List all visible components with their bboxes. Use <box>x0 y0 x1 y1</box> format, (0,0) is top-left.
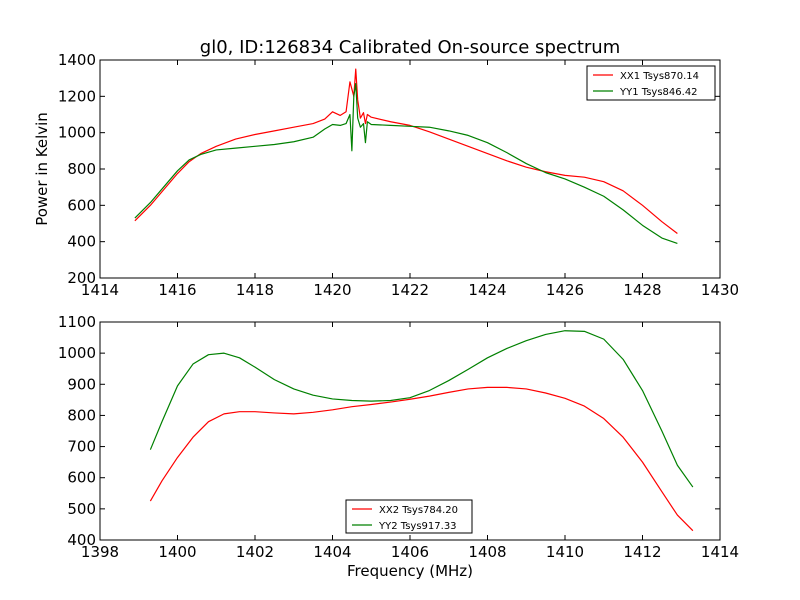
bottom-y-tick-label: 400 <box>67 531 96 549</box>
top-y-tick-label: 1200 <box>58 87 96 105</box>
bottom-x-tick-label: 1414 <box>701 543 739 561</box>
figure-title: gl0, ID:126834 Calibrated On-source spec… <box>200 37 620 58</box>
bottom-x-tick-label: 1400 <box>158 543 196 561</box>
top-y-tick-label: 400 <box>67 233 96 251</box>
bottom-y-tick-label: 900 <box>67 375 96 393</box>
top-series-1-line <box>134 68 678 234</box>
top-panel: 1414 1416 1418 1420 1422 1424 1426 1428 1430 200 4… <box>58 51 739 299</box>
top-x-tick-label: 1424 <box>468 281 506 299</box>
top-x-tick-label: 1422 <box>391 281 429 299</box>
top-legend-label-2: YY1 Tsys846.42 <box>619 87 698 98</box>
top-x-tick-label: 1414 <box>81 281 119 299</box>
top-x-tick-label: 1426 <box>546 281 584 299</box>
top-x-tick-label: 1430 <box>701 281 739 299</box>
top-y-tick-label: 1400 <box>58 51 96 69</box>
bottom-legend-label-2: YY2 Tsys917.33 <box>378 521 457 532</box>
top-legend-label-1: XX1 Tsys870.14 <box>620 71 699 82</box>
x-axis-label: Frequency (MHz) <box>347 562 473 580</box>
top-y-tick-label: 800 <box>67 160 96 178</box>
top-x-tick-label: 1420 <box>313 281 351 299</box>
top-legend: XX1 Tsys870.14 YY1 Tsys846.42 <box>586 65 716 101</box>
top-y-tick-label: 1000 <box>58 124 96 142</box>
top-legend-box <box>586 65 716 101</box>
bottom-x-tick-label: 1410 <box>546 543 584 561</box>
bottom-y-tick-label: 500 <box>67 500 96 518</box>
bottom-panel: 1398 1400 1402 1404 1406 1408 1410 1412 1414 400 5… <box>58 313 739 561</box>
bottom-y-tick-label: 800 <box>67 406 96 424</box>
plot-panels: 1414 1416 1418 1420 1422 1424 1426 1428 1430 200 4… <box>58 51 739 561</box>
bottom-y-tick-label: 600 <box>67 469 96 487</box>
bottom-y-tick-label: 1100 <box>58 313 96 331</box>
bottom-legend: XX2 Tsys784.20 YY2 Tsys917.33 <box>345 499 473 534</box>
top-series-2-line <box>134 83 678 245</box>
bottom-legend-box <box>345 499 473 534</box>
bottom-y-tick-label: 700 <box>67 438 96 456</box>
top-x-tick-label: 1416 <box>158 281 196 299</box>
bottom-x-tick-label: 1408 <box>468 543 506 561</box>
bottom-x-tick-label: 1412 <box>623 543 661 561</box>
bottom-series-1-line <box>149 386 694 532</box>
bottom-x-tick-label: 1404 <box>313 543 351 561</box>
top-y-tick-label: 200 <box>67 269 96 287</box>
top-x-tick-label: 1418 <box>236 281 274 299</box>
y-axis-label-top: Power in Kelvin <box>33 112 51 226</box>
bottom-x-tick-label: 1398 <box>81 543 119 561</box>
bottom-series-2-line <box>149 330 694 488</box>
bottom-y-tick-label: 1000 <box>58 344 96 362</box>
top-y-tick-label: 600 <box>67 196 96 214</box>
top-x-tick-label: 1428 <box>623 281 661 299</box>
bottom-legend-label-1: XX2 Tsys784.20 <box>379 505 458 516</box>
bottom-x-tick-label: 1402 <box>236 543 274 561</box>
bottom-x-tick-label: 1406 <box>391 543 429 561</box>
